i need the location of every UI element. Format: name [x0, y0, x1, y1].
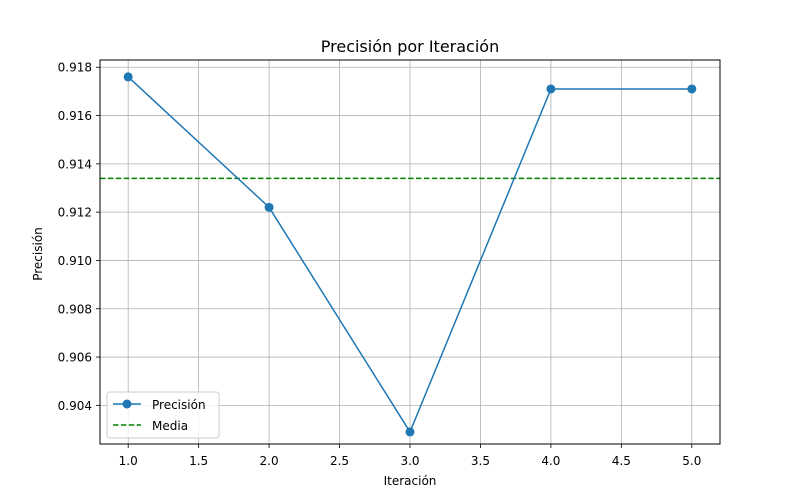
y-axis-ticks: 0.904 0.906 0.908 0.910 0.912 0.914 0.916 0.918 — [58, 61, 100, 413]
precision-point — [687, 84, 697, 94]
precision-point — [405, 427, 415, 437]
plot-frame — [99, 59, 721, 445]
chart-title: Precisión por Iteración — [321, 37, 499, 56]
y-tick-label: 0.910 — [58, 254, 92, 268]
legend-label-media: Media — [152, 419, 188, 433]
x-tick-label: 2.5 — [330, 454, 349, 468]
legend-marker-precision — [122, 399, 132, 409]
x-tick-label: 2.0 — [260, 454, 279, 468]
y-tick-label: 0.916 — [58, 109, 92, 123]
legend: Precisión Media — [106, 391, 220, 439]
x-axis-title: Iteración — [384, 474, 437, 488]
y-tick-label: 0.912 — [58, 206, 92, 220]
x-tick-label: 1.0 — [119, 454, 138, 468]
precision-point — [123, 72, 133, 82]
precision-point — [546, 84, 556, 94]
y-tick-label: 0.904 — [58, 399, 92, 413]
y-tick-label: 0.914 — [58, 157, 92, 171]
x-tick-label: 4.0 — [541, 454, 560, 468]
grid — [100, 60, 720, 444]
x-tick-label: 5.0 — [682, 454, 701, 468]
legend-label-precision: Precisión — [152, 398, 206, 412]
x-tick-label: 4.5 — [612, 454, 631, 468]
y-tick-label: 0.906 — [58, 351, 92, 365]
y-tick-label: 0.918 — [58, 61, 92, 75]
x-tick-label: 3.0 — [400, 454, 419, 468]
y-axis-title: Precisión — [31, 227, 45, 281]
precision-point — [264, 202, 274, 212]
x-tick-label: 3.5 — [471, 454, 490, 468]
plot-series — [100, 72, 720, 437]
y-tick-label: 0.908 — [58, 302, 92, 316]
x-axis-ticks: 1.0 1.5 2.0 2.5 3.0 3.5 4.0 4.5 5.0 — [119, 444, 701, 468]
x-tick-label: 1.5 — [189, 454, 208, 468]
